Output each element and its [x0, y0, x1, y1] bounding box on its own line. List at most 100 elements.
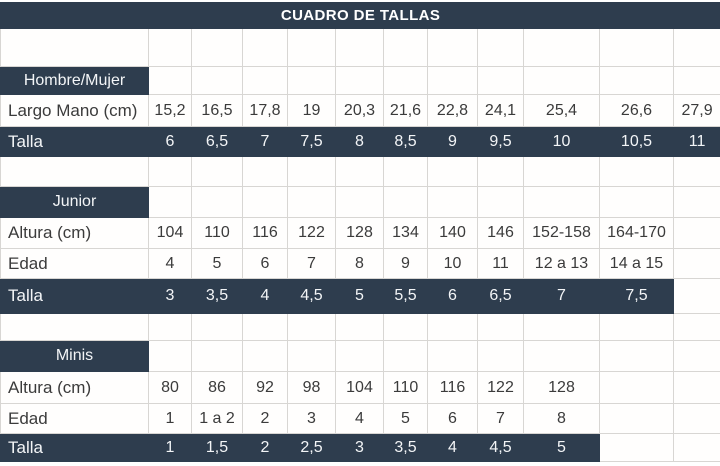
- empty-cell: [428, 341, 478, 372]
- empty-cell: [524, 187, 600, 218]
- empty-cell: [524, 341, 600, 372]
- cell-value: 6,5: [478, 279, 524, 314]
- cell-value: 7,5: [600, 279, 674, 314]
- empty-cell: [674, 187, 720, 218]
- empty-cell: [600, 404, 674, 434]
- minis-height-row: Altura (cm) 80 86 92 98 104 110 116 122 …: [1, 372, 720, 404]
- cell-value: 20,3: [336, 95, 384, 127]
- cell-value: 10: [428, 249, 478, 279]
- cell-value: 3: [336, 434, 384, 462]
- junior-age-row: Edad 4 5 6 7 8 9 10 11 12 a 13 14 a 15: [1, 249, 720, 279]
- empty-cell: [288, 157, 336, 187]
- empty-cell: [600, 314, 674, 341]
- cell-value: 7: [478, 404, 524, 434]
- empty-cell: [288, 29, 336, 67]
- cell-value: 17,8: [243, 95, 288, 127]
- empty-cell: [288, 341, 336, 372]
- cell-value: 4,5: [478, 434, 524, 462]
- empty-cell: [600, 157, 674, 187]
- empty-cell: [600, 341, 674, 372]
- spacer-row: [1, 29, 720, 67]
- cell-value: 21,6: [384, 95, 428, 127]
- cell-value: 98: [288, 372, 336, 404]
- empty-cell: [288, 67, 336, 95]
- empty-cell: [288, 314, 336, 341]
- junior-size-row: Talla 3 3,5 4 4,5 5 5,5 6 6,5 7 7,5: [1, 279, 720, 314]
- spacer-row: [1, 314, 720, 341]
- cell-value: 5: [192, 249, 243, 279]
- row-label-talla: Talla: [1, 434, 149, 462]
- empty-cell: [1, 157, 149, 187]
- cell-value: 80: [149, 372, 192, 404]
- empty-cell: [336, 314, 384, 341]
- cell-value: 2,5: [288, 434, 336, 462]
- empty-cell: [288, 187, 336, 218]
- empty-cell: [524, 29, 600, 67]
- row-label-altura: Altura (cm): [1, 372, 149, 404]
- cell-value: 4,5: [288, 279, 336, 314]
- hm-hand-length-row: Largo Mano (cm) 15,2 16,5 17,8 19 20,3 2…: [1, 95, 720, 127]
- empty-cell: [674, 341, 720, 372]
- cell-value: 3: [288, 404, 336, 434]
- empty-cell: [336, 341, 384, 372]
- empty-cell: [336, 67, 384, 95]
- cell-value: 6: [428, 404, 478, 434]
- empty-cell: [192, 29, 243, 67]
- empty-cell: [149, 29, 192, 67]
- empty-cell: [384, 187, 428, 218]
- page-title: CUADRO DE TALLAS: [1, 3, 720, 29]
- empty-cell: [674, 372, 720, 404]
- empty-cell: [674, 434, 720, 462]
- empty-cell: [600, 67, 674, 95]
- empty-cell: [478, 157, 524, 187]
- cell-value: 4: [428, 434, 478, 462]
- empty-cell: [524, 314, 600, 341]
- empty-cell: [524, 67, 600, 95]
- cell-value: 9: [428, 127, 478, 157]
- empty-cell: [336, 187, 384, 218]
- empty-cell: [149, 67, 192, 95]
- empty-cell: [524, 157, 600, 187]
- empty-cell: [384, 314, 428, 341]
- empty-cell: [428, 157, 478, 187]
- cell-value: 5,5: [384, 279, 428, 314]
- cell-value: 122: [478, 372, 524, 404]
- cell-value: 24,1: [478, 95, 524, 127]
- cell-value: 3: [149, 279, 192, 314]
- empty-cell: [1, 314, 149, 341]
- cell-value: 110: [192, 218, 243, 249]
- cell-value: 110: [384, 372, 428, 404]
- empty-cell: [674, 67, 720, 95]
- cell-value: 116: [243, 218, 288, 249]
- empty-cell: [674, 404, 720, 434]
- cell-value: 116: [428, 372, 478, 404]
- cell-value: 164-170: [600, 218, 674, 249]
- cell-value: 4: [243, 279, 288, 314]
- cell-value: 12 a 13: [524, 249, 600, 279]
- cell-value: 2: [243, 434, 288, 462]
- cell-value: 1,5: [192, 434, 243, 462]
- cell-value: 19: [288, 95, 336, 127]
- empty-cell: [1, 29, 149, 67]
- cell-value: 9: [384, 249, 428, 279]
- cell-value: 25,4: [524, 95, 600, 127]
- empty-cell: [674, 314, 720, 341]
- cell-value: 9,5: [478, 127, 524, 157]
- empty-cell: [478, 67, 524, 95]
- cell-value: 8: [336, 127, 384, 157]
- empty-cell: [192, 67, 243, 95]
- empty-cell: [192, 314, 243, 341]
- row-label-edad: Edad: [1, 249, 149, 279]
- cell-value: 6,5: [192, 127, 243, 157]
- empty-cell: [478, 314, 524, 341]
- empty-cell: [428, 187, 478, 218]
- empty-cell: [674, 157, 720, 187]
- section-header-row-junior: Junior: [1, 187, 720, 218]
- cell-value: 11: [478, 249, 524, 279]
- empty-cell: [243, 29, 288, 67]
- empty-cell: [192, 341, 243, 372]
- cell-value: 140: [428, 218, 478, 249]
- cell-value: 7: [243, 127, 288, 157]
- row-label-talla: Talla: [1, 127, 149, 157]
